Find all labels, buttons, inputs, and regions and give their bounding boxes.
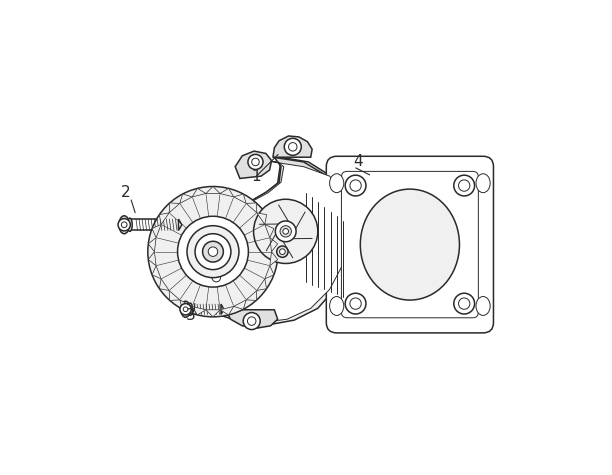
Circle shape xyxy=(454,175,474,196)
Text: 3: 3 xyxy=(185,308,195,323)
Polygon shape xyxy=(169,291,180,301)
Polygon shape xyxy=(221,304,224,314)
Circle shape xyxy=(277,246,288,257)
Ellipse shape xyxy=(476,296,490,315)
Polygon shape xyxy=(180,194,192,203)
Polygon shape xyxy=(270,238,278,252)
Circle shape xyxy=(208,247,218,256)
FancyBboxPatch shape xyxy=(326,156,493,333)
Circle shape xyxy=(285,138,301,155)
Polygon shape xyxy=(152,266,161,279)
Circle shape xyxy=(253,199,318,264)
Circle shape xyxy=(247,317,256,325)
Circle shape xyxy=(180,304,191,315)
Circle shape xyxy=(212,274,220,282)
Circle shape xyxy=(454,293,474,314)
Circle shape xyxy=(283,228,288,234)
Polygon shape xyxy=(159,279,169,291)
Ellipse shape xyxy=(181,301,190,317)
Ellipse shape xyxy=(476,174,490,193)
Text: 4: 4 xyxy=(353,154,363,170)
Circle shape xyxy=(458,298,470,309)
Circle shape xyxy=(350,298,361,309)
Circle shape xyxy=(280,226,291,237)
Circle shape xyxy=(203,241,223,262)
Polygon shape xyxy=(148,252,156,266)
FancyBboxPatch shape xyxy=(341,171,479,318)
Circle shape xyxy=(148,187,278,317)
Circle shape xyxy=(345,175,366,196)
Circle shape xyxy=(252,158,259,166)
Polygon shape xyxy=(226,310,278,328)
Ellipse shape xyxy=(330,174,344,193)
Polygon shape xyxy=(220,306,234,315)
Polygon shape xyxy=(148,238,156,252)
Polygon shape xyxy=(169,203,180,213)
Polygon shape xyxy=(209,157,345,319)
Polygon shape xyxy=(246,203,257,213)
Circle shape xyxy=(458,180,470,191)
Circle shape xyxy=(121,222,127,228)
Polygon shape xyxy=(159,213,169,225)
Polygon shape xyxy=(190,304,221,314)
Polygon shape xyxy=(208,161,348,323)
Polygon shape xyxy=(220,189,234,197)
Text: 2: 2 xyxy=(121,185,130,200)
Circle shape xyxy=(183,307,188,312)
Polygon shape xyxy=(235,151,272,179)
Ellipse shape xyxy=(127,218,132,231)
Polygon shape xyxy=(206,187,220,193)
Circle shape xyxy=(177,216,248,287)
Polygon shape xyxy=(152,225,161,238)
Polygon shape xyxy=(204,157,348,325)
Circle shape xyxy=(345,293,366,314)
Circle shape xyxy=(275,221,296,242)
Polygon shape xyxy=(206,310,220,317)
Polygon shape xyxy=(246,291,257,301)
Circle shape xyxy=(118,218,130,231)
Polygon shape xyxy=(265,225,274,238)
Polygon shape xyxy=(192,306,206,315)
Polygon shape xyxy=(270,252,278,266)
Polygon shape xyxy=(257,213,267,225)
Circle shape xyxy=(243,313,260,330)
Circle shape xyxy=(195,234,231,270)
Polygon shape xyxy=(180,300,192,309)
Text: 1: 1 xyxy=(252,169,261,184)
Circle shape xyxy=(350,180,361,191)
Circle shape xyxy=(208,269,225,286)
Ellipse shape xyxy=(188,303,192,315)
Circle shape xyxy=(248,154,263,170)
Circle shape xyxy=(288,142,297,151)
Circle shape xyxy=(187,226,239,278)
Polygon shape xyxy=(179,219,182,230)
Polygon shape xyxy=(265,266,274,279)
Ellipse shape xyxy=(119,216,129,234)
Circle shape xyxy=(280,249,285,255)
Polygon shape xyxy=(130,219,179,230)
Polygon shape xyxy=(192,189,206,197)
Polygon shape xyxy=(257,279,267,291)
Polygon shape xyxy=(234,300,246,309)
Ellipse shape xyxy=(330,296,344,315)
Polygon shape xyxy=(234,194,246,203)
Ellipse shape xyxy=(360,189,460,300)
Polygon shape xyxy=(273,136,312,157)
